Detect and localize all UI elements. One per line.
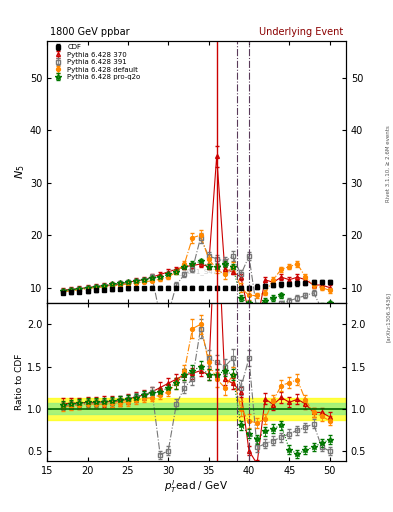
Text: 1800 GeV ppbar: 1800 GeV ppbar xyxy=(50,27,130,37)
Text: [arXiv:1306.3436]: [arXiv:1306.3436] xyxy=(386,292,391,343)
Bar xyxy=(47,403,346,415)
Y-axis label: Ratio to CDF: Ratio to CDF xyxy=(15,354,24,410)
Y-axis label: $N_5$: $N_5$ xyxy=(13,165,27,179)
Text: Underlying Event: Underlying Event xyxy=(259,27,343,37)
X-axis label: $p_T^l$ead / GeV: $p_T^l$ead / GeV xyxy=(164,478,229,495)
Text: Rivet 3.1.10, ≥ 2.6M events: Rivet 3.1.10, ≥ 2.6M events xyxy=(386,125,391,202)
Text: CDF_2001_S4751469: CDF_2001_S4751469 xyxy=(165,268,240,275)
Bar xyxy=(47,398,346,419)
Legend: CDF, Pythia 6.428 370, Pythia 6.428 391, Pythia 6.428 default, Pythia 6.428 pro-: CDF, Pythia 6.428 370, Pythia 6.428 391,… xyxy=(49,42,143,82)
